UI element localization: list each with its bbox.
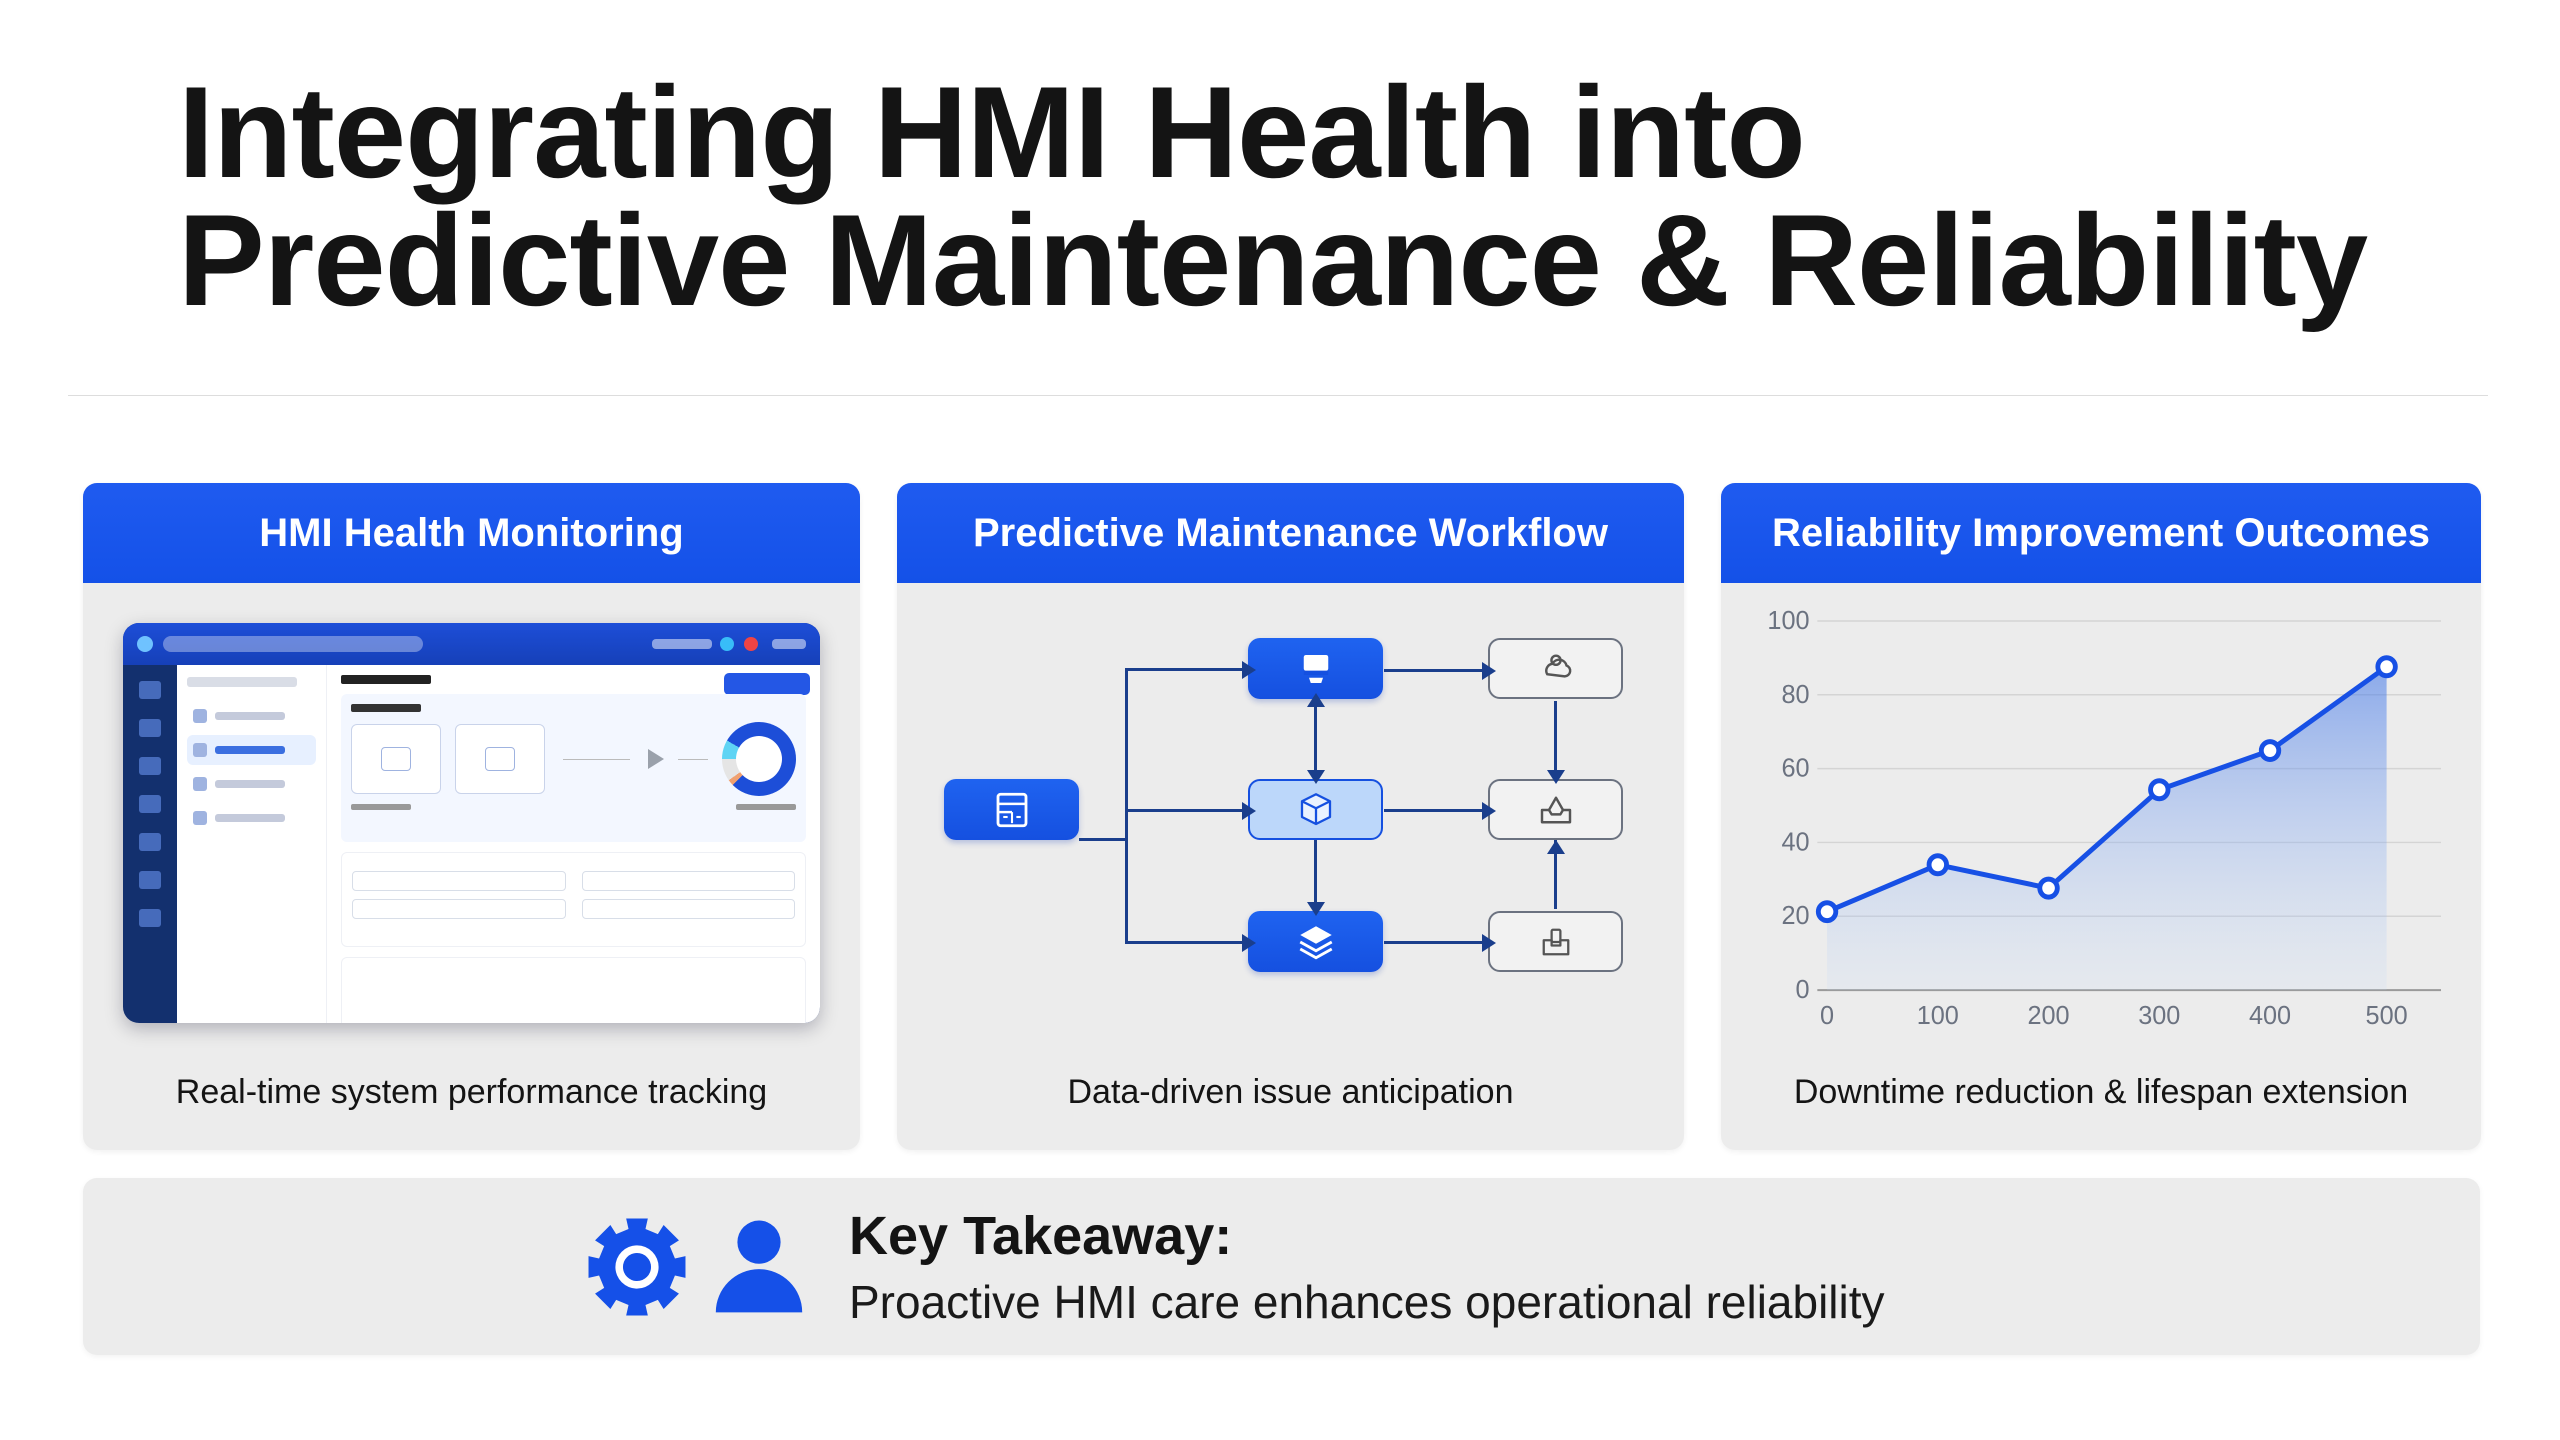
svg-text:40: 40: [1781, 828, 1809, 856]
svg-text:400: 400: [2249, 1002, 2291, 1030]
svg-text:200: 200: [2027, 1002, 2069, 1030]
svg-text:100: 100: [1767, 607, 1809, 635]
svg-text:20: 20: [1781, 902, 1809, 930]
svg-text:80: 80: [1781, 680, 1809, 708]
svg-text:500: 500: [2366, 1002, 2408, 1030]
svg-text:300: 300: [2138, 1002, 2180, 1030]
svg-text:60: 60: [1781, 754, 1809, 782]
svg-text:100: 100: [1917, 1002, 1959, 1030]
svg-text:0: 0: [1796, 976, 1810, 1004]
svg-text:0: 0: [1820, 1002, 1834, 1030]
